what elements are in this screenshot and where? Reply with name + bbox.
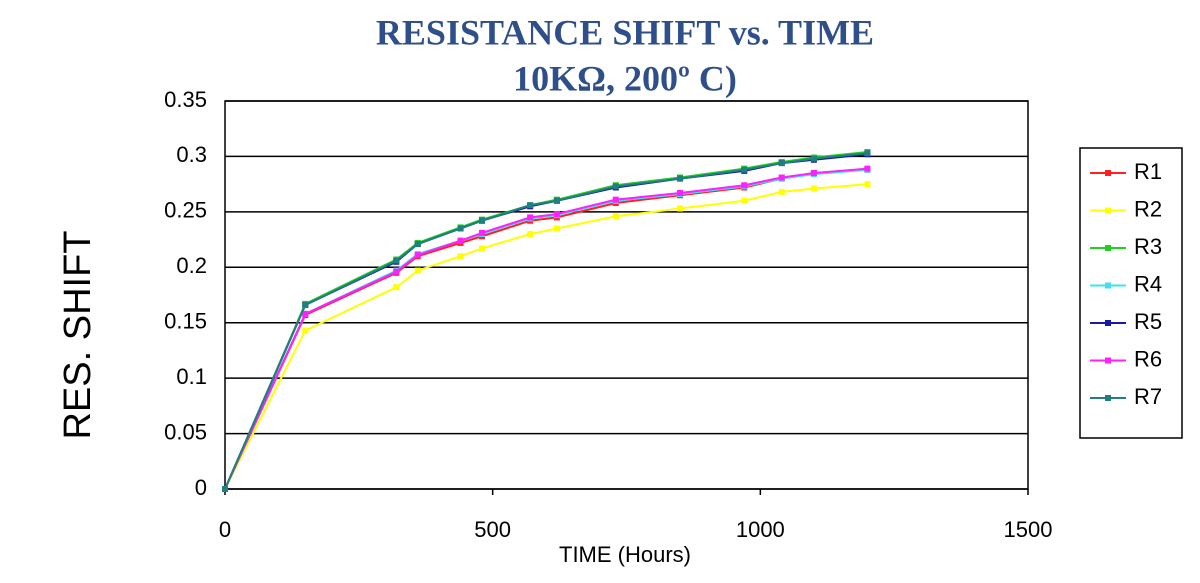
y-tick-label: 0.35	[164, 87, 207, 112]
legend-marker	[1105, 282, 1111, 289]
y-tick-label: 0.3	[176, 142, 207, 167]
series-line	[224, 168, 868, 490]
x-tick-label: 0	[219, 517, 231, 542]
legend-marker	[1105, 245, 1111, 251]
x-axis-label: TIME (Hours)	[559, 542, 691, 567]
data-point	[778, 188, 785, 195]
legend-label: R2	[1134, 196, 1162, 221]
data-point	[553, 197, 560, 204]
data-point	[677, 190, 684, 197]
y-tick-label: 0.05	[164, 419, 207, 444]
legend-label: R1	[1134, 159, 1162, 184]
data-point	[302, 327, 309, 334]
legend-marker	[1105, 357, 1111, 364]
data-point	[864, 181, 871, 188]
data-point	[393, 284, 400, 291]
y-tick-label: 0.15	[164, 309, 207, 334]
data-point	[393, 268, 400, 275]
data-point	[677, 175, 684, 182]
chart-subtitle: 10KΩ, 200º C)	[513, 58, 737, 98]
x-tick-label: 1500	[1004, 517, 1053, 542]
data-point	[741, 182, 748, 189]
data-point	[553, 225, 560, 232]
series-line	[224, 167, 868, 490]
legend-label: R3	[1134, 234, 1162, 259]
chart-title: RESISTANCE SHIFT vs. TIME	[376, 12, 874, 52]
data-point	[302, 301, 309, 308]
series-line	[224, 153, 868, 490]
data-point	[810, 185, 817, 192]
y-tick-label: 0.1	[176, 364, 207, 389]
data-point	[393, 257, 400, 264]
data-point	[864, 165, 871, 172]
data-point	[741, 166, 748, 173]
data-point	[741, 197, 748, 204]
data-point	[457, 253, 464, 260]
y-tick-label: 0	[195, 475, 207, 500]
y-axis-label: RES. SHIFT	[57, 230, 99, 439]
data-point	[527, 231, 534, 238]
legend-marker	[1105, 207, 1111, 214]
legend-label: R4	[1134, 271, 1162, 296]
data-point	[527, 202, 534, 209]
x-tick-label: 1000	[736, 517, 785, 542]
series-line	[224, 183, 868, 490]
legend-label: R5	[1134, 309, 1162, 334]
data-point	[778, 160, 785, 167]
series-line	[224, 152, 868, 490]
plot-frame	[224, 100, 1029, 490]
legend-box	[1079, 147, 1183, 439]
series-line	[224, 168, 868, 490]
data-point	[414, 267, 421, 274]
data-point	[810, 170, 817, 177]
data-point	[612, 183, 619, 190]
data-point	[457, 225, 464, 232]
data-point	[612, 196, 619, 203]
y-tick-label: 0.2	[176, 253, 207, 278]
y-tick-label: 0.25	[164, 198, 207, 223]
data-point	[810, 155, 817, 162]
legend-marker	[1105, 170, 1111, 176]
data-point	[677, 205, 684, 212]
legend-marker	[1105, 395, 1111, 401]
data-point	[864, 150, 871, 157]
data-point	[414, 252, 421, 259]
legend-marker	[1105, 320, 1111, 326]
data-point	[553, 211, 560, 218]
data-point	[222, 486, 228, 492]
legend-label: R6	[1134, 346, 1162, 371]
data-point	[478, 217, 485, 224]
data-point	[414, 241, 421, 248]
data-point	[302, 310, 309, 317]
data-point	[778, 174, 785, 181]
data-point	[478, 229, 485, 236]
x-tick-label: 500	[474, 517, 511, 542]
legend-label: R7	[1134, 384, 1162, 409]
data-point	[478, 245, 485, 252]
data-point	[527, 214, 534, 221]
data-point	[612, 213, 619, 220]
data-point	[457, 237, 464, 244]
